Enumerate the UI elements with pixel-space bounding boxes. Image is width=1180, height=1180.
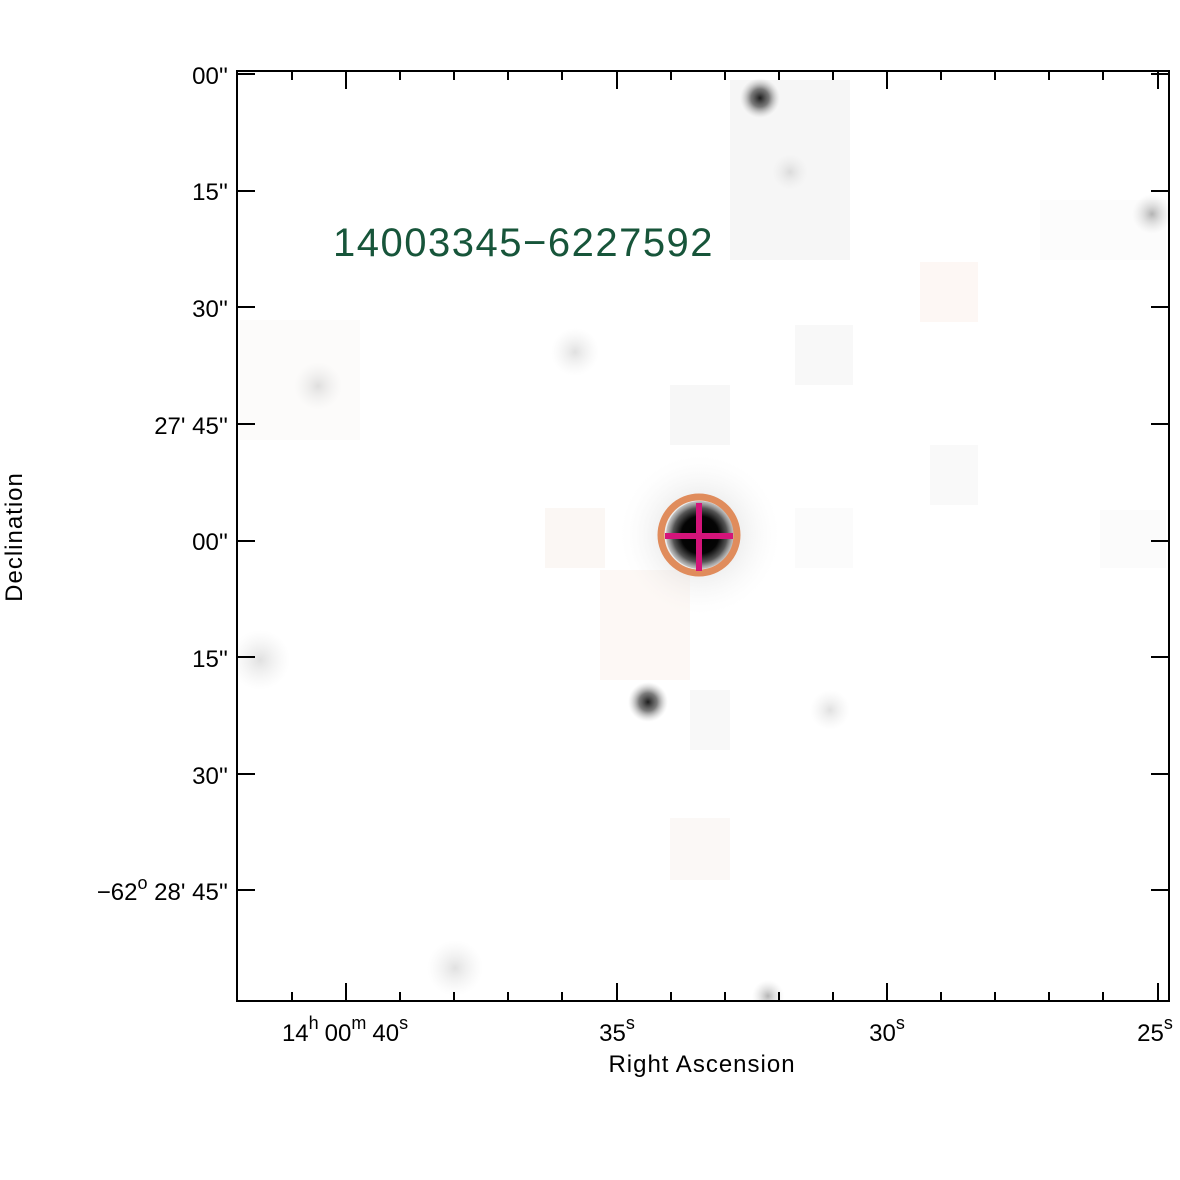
x-tick-label: 30s (869, 1013, 905, 1047)
star (294, 362, 342, 410)
y-tick-label: 00'' (192, 529, 228, 556)
ra-seconds: 30 (869, 1020, 896, 1047)
ra-minutes: 00 (325, 1020, 352, 1047)
ra-seconds-unit: s (1164, 1013, 1173, 1033)
ra-hours-unit: h (309, 1013, 319, 1033)
star (752, 980, 784, 1001)
crosshair-marker (665, 503, 733, 571)
image-artifact (670, 385, 730, 445)
plot-frame (236, 70, 1170, 1002)
declination-arcmin: 28' 45'' (148, 879, 228, 906)
x-axis-title: Right Ascension (608, 1051, 795, 1078)
x-tick-labels: 14h 00m 40s 35s 30s 25s (282, 1013, 1173, 1047)
ra-hours: 14 (282, 1020, 309, 1047)
star (740, 78, 780, 118)
ra-seconds-unit: s (626, 1013, 635, 1033)
star (551, 328, 599, 376)
ra-seconds: 25 (1137, 1020, 1164, 1047)
image-artifact (690, 690, 730, 750)
y-axis-title: Declination (1, 472, 28, 602)
y-tick-label: 27' 45'' (154, 413, 228, 440)
y-tick-labels: 00'' 15'' 30'' 27' 45'' 00'' 15'' 30'' −… (97, 63, 228, 906)
axis-ticks (237, 71, 1169, 1001)
declination-degrees: −62 (97, 879, 138, 906)
degree-symbol: o (138, 873, 148, 893)
star (772, 154, 808, 190)
image-artifact (1100, 510, 1166, 568)
image-artifact (930, 445, 978, 505)
y-tick-label: 15'' (192, 646, 228, 673)
image-artifact (795, 325, 853, 385)
ra-seconds: 40 (372, 1020, 399, 1047)
source-id-label: 14003345−6227592 (333, 221, 714, 265)
image-artifact (545, 508, 605, 568)
star (628, 682, 668, 722)
y-tick-label: 30'' (192, 763, 228, 790)
x-tick-label: 25s (1137, 1013, 1173, 1047)
star (1132, 194, 1169, 234)
y-tick-label: 15'' (192, 179, 228, 206)
ra-seconds-unit: s (399, 1013, 408, 1033)
y-tick-label: −62o 28' 45'' (97, 873, 228, 906)
y-tick-label: 30'' (192, 296, 228, 323)
star (810, 690, 850, 730)
ra-seconds-unit: s (896, 1013, 905, 1033)
x-tick-label: 14h 00m 40s (282, 1013, 408, 1047)
image-artifact (795, 508, 853, 568)
star (237, 630, 290, 690)
ra-minutes-unit: m (351, 1013, 366, 1033)
star (427, 940, 483, 996)
y-tick-label: 00'' (192, 63, 228, 90)
ra-seconds: 35 (599, 1020, 626, 1047)
x-tick-label: 35s (599, 1013, 635, 1047)
target-circle-marker (657, 493, 741, 577)
image-artifact (920, 262, 978, 322)
image-artifact (670, 818, 730, 880)
